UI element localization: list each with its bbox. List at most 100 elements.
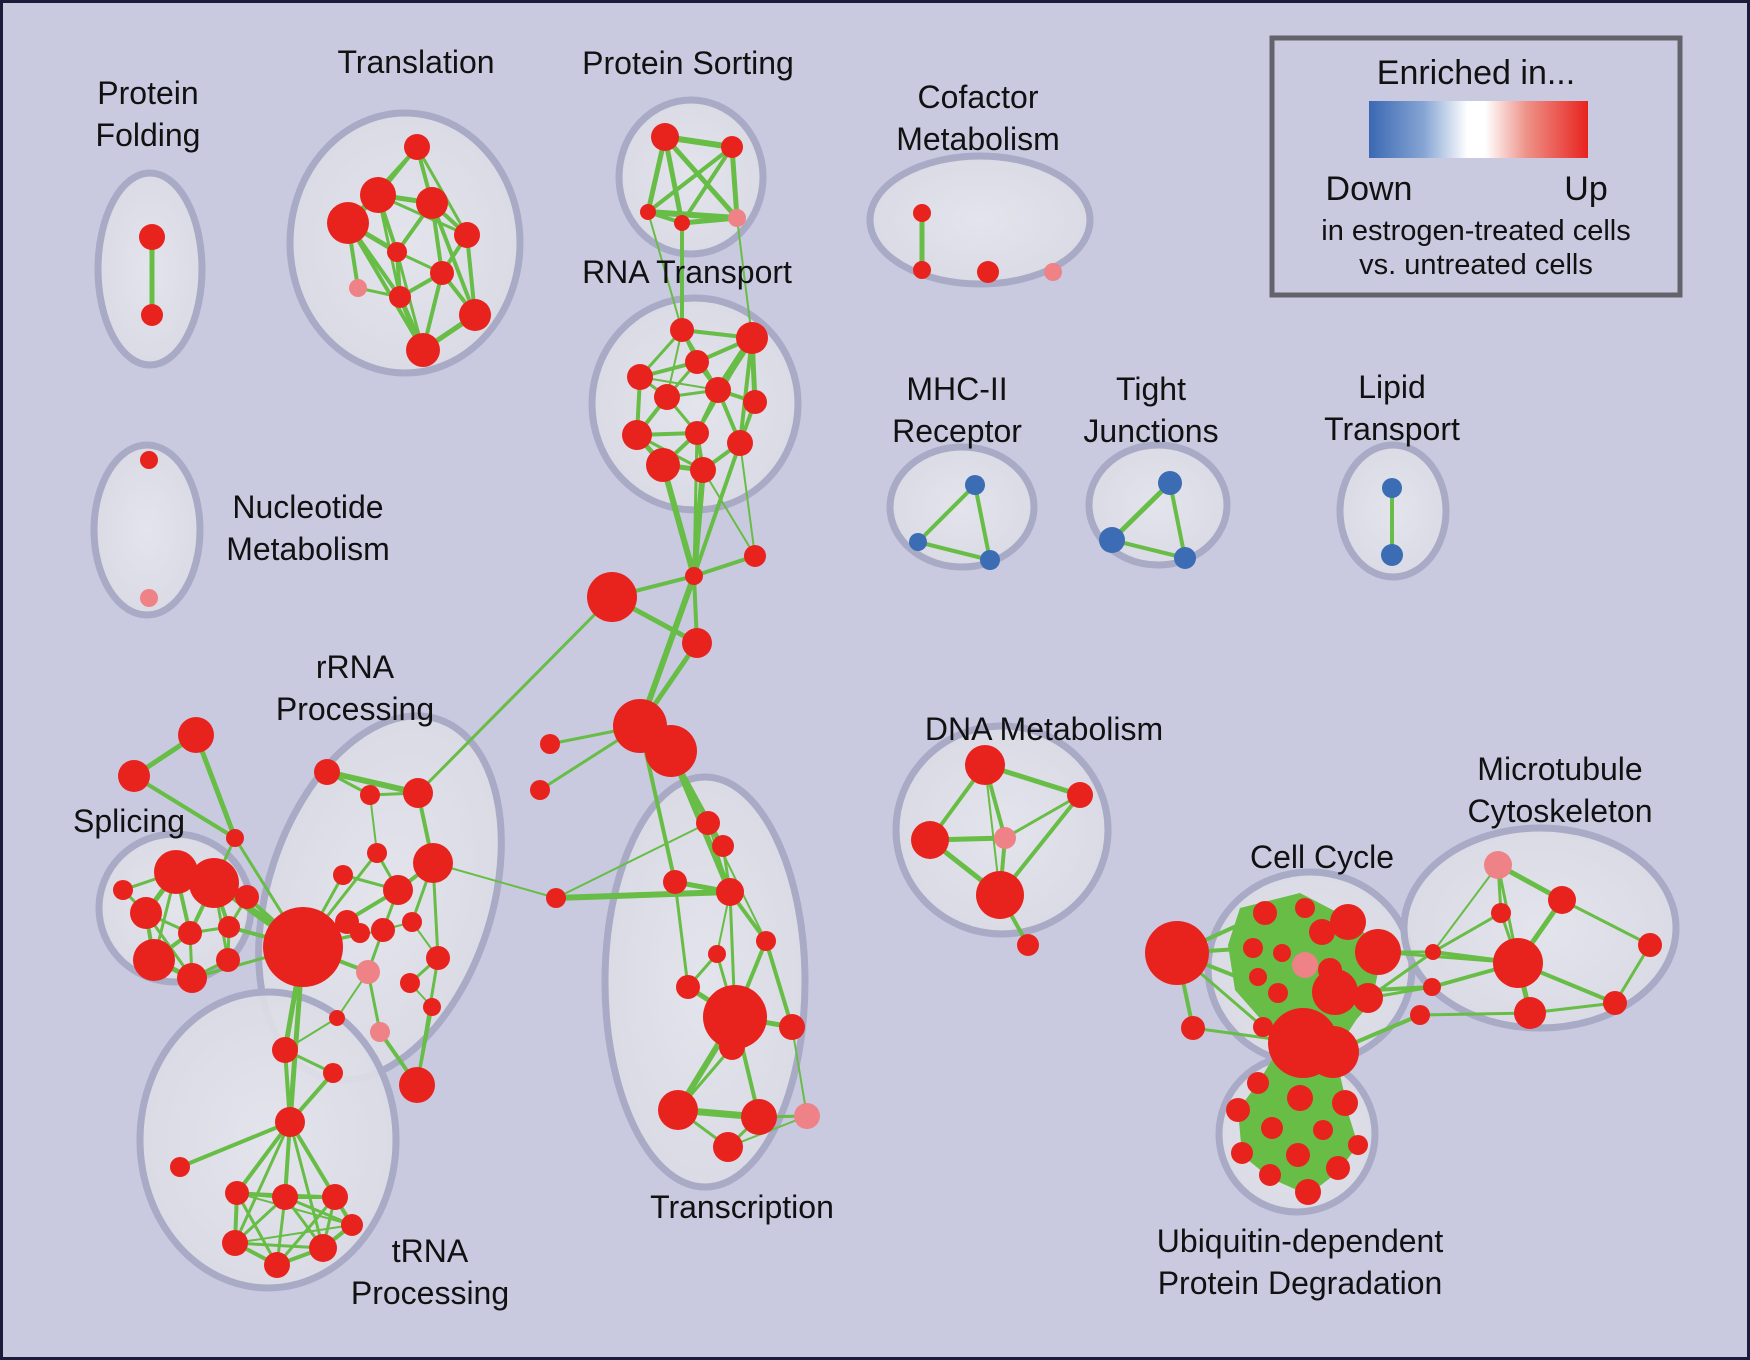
node-sp9 [235, 885, 259, 909]
network-edge [432, 862, 557, 899]
network-edge [680, 145, 734, 225]
cluster-labels-layer: Protein Folding Translation Protein Sorting… [73, 44, 1653, 1311]
node-rr2 [360, 785, 380, 805]
node-mt1 [1484, 851, 1512, 879]
node-rr11 [402, 912, 422, 932]
node-pf2 [141, 304, 163, 326]
node-ub4 [1226, 1098, 1250, 1122]
node-mt4 [1514, 997, 1546, 1029]
node-tn1 [275, 1107, 305, 1137]
node-tn6 [222, 1230, 248, 1256]
node-nm1 [140, 451, 158, 469]
node-tl2 [360, 177, 396, 213]
network-edge [1168, 481, 1187, 560]
node-tn8 [309, 1234, 337, 1262]
node-tl4 [327, 202, 369, 244]
network-edge [132, 774, 237, 840]
node-cc13 [1353, 983, 1383, 1013]
node-t11 [658, 1090, 698, 1130]
node-cf4 [1044, 263, 1062, 281]
node-j2 [744, 545, 766, 567]
legend-caption-line1: in estrogen-treated cells [1321, 215, 1631, 247]
node-tn9 [341, 1214, 363, 1236]
network-edge [738, 336, 754, 445]
network-edge [764, 939, 794, 1029]
node-rn4 [685, 350, 709, 374]
node-rr5 [333, 865, 353, 885]
cluster-label-translation: Translation [337, 44, 494, 80]
network-edge [1418, 1011, 1532, 1017]
node-tn5 [322, 1184, 348, 1210]
network-edge [234, 1224, 353, 1244]
node-cf1 [913, 204, 931, 222]
cluster-label-ubiquitin-degradation: Ubiquitin-dependent Protein Degradation [1157, 1223, 1444, 1301]
node-t13 [794, 1103, 820, 1129]
network-nodes-layer [113, 123, 1662, 1278]
node-rr10 [371, 918, 395, 942]
node-ub6 [1313, 1120, 1333, 1140]
node-cc11 [1268, 983, 1288, 1003]
network-edge [1432, 864, 1499, 953]
legend-up-label: Up [1564, 170, 1607, 208]
node-ub12 [1295, 1179, 1321, 1205]
node-cc15 [1181, 1016, 1205, 1040]
node-rr7 [413, 843, 453, 883]
legend: Enriched in... Down Up in estrogen-treated … [1269, 35, 1683, 298]
node-t14 [713, 1132, 743, 1162]
node-rn8 [622, 420, 652, 450]
legend-caption-line2: vs. untreated cells [1359, 249, 1593, 281]
cluster-label-rrna-processing: rRNA Processing [276, 649, 434, 727]
node-tl10 [459, 299, 491, 331]
legend-gradient-bar [1369, 101, 1588, 158]
network-edge [702, 469, 756, 557]
network-edge [233, 1241, 325, 1250]
network-edge [324, 769, 421, 796]
cluster-label-microtubule-cytoskeleton: Microtubule Cytoskeleton [1468, 751, 1653, 829]
node-mt6 [1638, 933, 1662, 957]
node-ub10 [1259, 1164, 1281, 1186]
node-tj2 [1099, 527, 1125, 553]
node-ub5 [1261, 1117, 1283, 1139]
network-edge [791, 1026, 808, 1117]
node-rn2 [736, 322, 768, 354]
node-tl8 [349, 279, 367, 297]
node-j3 [682, 628, 712, 658]
network-edge [193, 732, 238, 841]
node-h1 [587, 572, 637, 622]
node-rr13 [400, 973, 420, 993]
network-edge [916, 483, 977, 544]
node-t5 [708, 945, 726, 963]
node-sp3 [130, 897, 162, 929]
node-t10 [719, 1034, 745, 1060]
node-lt1 [1382, 478, 1402, 498]
network-edge [233, 1120, 292, 1245]
node-rr15 [426, 946, 450, 970]
cluster-label-splicing: Splicing [73, 803, 185, 839]
node-tl1 [404, 134, 430, 160]
node-ub8 [1231, 1142, 1253, 1164]
node-lt2 [1381, 544, 1403, 566]
node-tl6 [387, 242, 407, 262]
network-edge [662, 134, 685, 226]
network-edge [553, 889, 733, 901]
node-rr14 [423, 998, 441, 1016]
network-edge [973, 483, 992, 562]
node-ub7 [1348, 1135, 1368, 1155]
node-cf3 [977, 261, 999, 283]
network-edge [729, 144, 740, 221]
node-dm5 [976, 871, 1024, 919]
node-tn4 [272, 1184, 298, 1210]
node-tl5 [454, 222, 480, 248]
node-sp1 [154, 850, 198, 894]
node-mt2 [1548, 886, 1576, 914]
node-sp10 [113, 880, 133, 900]
node-rr20 [399, 1067, 435, 1103]
node-t6 [756, 931, 776, 951]
network-edge [673, 880, 690, 989]
node-rr4 [367, 843, 387, 863]
cluster-label-nucleotide-metabolism: Nucleotide Metabolism [226, 489, 390, 567]
node-cc8 [1292, 952, 1318, 978]
